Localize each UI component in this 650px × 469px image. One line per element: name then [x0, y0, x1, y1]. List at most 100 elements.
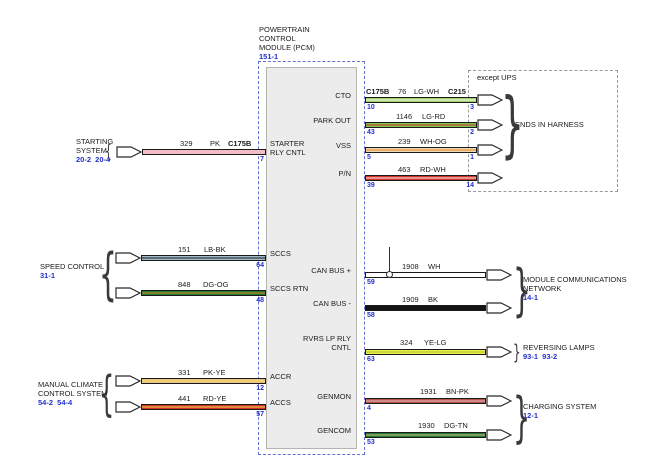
- charging-system-label: CHARGING SYSTEM 12-1: [523, 402, 596, 420]
- pcm-title-line1: POWERTRAIN: [259, 25, 310, 34]
- pcm-pin-number: 64: [256, 262, 264, 269]
- wire-code-label: BN-PK: [446, 387, 469, 396]
- system-name-line: SYSTEM: [76, 146, 107, 155]
- system-name-line: REVERSING LAMPS: [523, 343, 595, 352]
- pin-vss: VSS: [335, 141, 351, 150]
- wire-code-label: LG-RD: [422, 112, 446, 121]
- connector-icon: [115, 252, 141, 264]
- wire-1146-lg-rd: [365, 122, 477, 128]
- connector-icon: [115, 375, 141, 387]
- charging-brace: }: [513, 386, 531, 449]
- connector-icon: [477, 172, 503, 184]
- wire-code-label: RD-WH: [420, 165, 446, 174]
- wire-1931-bn-pk: [365, 398, 486, 404]
- pin-can-bus-minus: CAN BUS -: [313, 299, 351, 308]
- system-name-line: CHARGING SYSTEM: [523, 402, 597, 411]
- wire-441-rd-ye: [141, 404, 266, 410]
- network-brace: }: [513, 258, 531, 323]
- wire-number-label: 1931: [420, 387, 437, 396]
- wire-number-label: 1146: [396, 112, 413, 121]
- wire-code-label: PK-YE: [203, 368, 226, 377]
- pcm-title: POWERTRAIN CONTROL MODULE (PCM) 151-1: [259, 25, 315, 61]
- wire-number-label: 331: [178, 368, 191, 377]
- pin-cto: CTO: [335, 91, 351, 100]
- pin-pn: P/N: [338, 169, 351, 178]
- pcm-title-line2: CONTROL: [259, 34, 296, 43]
- climate-control-label: MANUAL CLIMATE CONTROL SYSTEM 54-2 54-4: [38, 380, 107, 407]
- system-name-line: NETWORK: [523, 284, 562, 293]
- wire-number-label: 76: [398, 87, 407, 96]
- system-name-line: MANUAL CLIMATE: [38, 380, 104, 389]
- module-communications-network-label: MODULE COMMUNICATIONS NETWORK 14-1: [523, 275, 627, 302]
- connector-icon: [477, 119, 503, 131]
- can-bus-junction-icon: [386, 271, 393, 278]
- pcm-title-line3: MODULE (PCM): [259, 43, 315, 52]
- pcm-pin-number: 43: [367, 129, 375, 136]
- pcm-pin-number: 4: [367, 405, 371, 412]
- pin-accs: ACCS: [270, 398, 291, 407]
- connector-icon: [486, 269, 512, 281]
- starting-brace: {: [105, 141, 112, 162]
- far-pin-number: 2: [470, 129, 474, 136]
- pcm-pin-number: 48: [256, 297, 264, 304]
- wire-number-label: 1930: [418, 421, 435, 430]
- wire-number-label: 151: [178, 245, 191, 254]
- pcm-pin-number: 53: [367, 439, 375, 446]
- far-pin-number: 14: [466, 182, 474, 189]
- wire-331-pk-ye: [141, 378, 266, 384]
- pin-rvrs-lp-rly-cntl: RVRS LP RLY CNTL: [277, 334, 351, 352]
- wire-code-label: BK: [428, 295, 439, 304]
- wire-code-label: LB-BK: [204, 245, 226, 254]
- connector-icon: [477, 144, 503, 156]
- system-name-line: CONTROL SYSTEM: [38, 389, 108, 398]
- harness-brace: }: [501, 82, 524, 166]
- connector-icon: [486, 429, 512, 441]
- pcm-pin-number: 59: [367, 279, 375, 286]
- pcm-pin-number: 5: [367, 154, 371, 161]
- pin-label-line: RVRS LP RLY: [303, 334, 351, 343]
- connector-icon: [115, 287, 141, 299]
- pin-label-line: CNTL: [331, 343, 351, 352]
- wire-number-label: 1908: [402, 262, 419, 271]
- pcm-pin-number: 39: [367, 182, 375, 189]
- starting-system-label: STARTING SYSTEM 20-2 20-4: [76, 137, 113, 164]
- pin-sccs: SCCS: [270, 249, 291, 258]
- wire-1930-dg-tn: [365, 432, 486, 438]
- wire-number-label: 239: [398, 137, 411, 146]
- system-name-line: STARTING: [76, 137, 114, 146]
- pcm-pin-number: 57: [256, 411, 264, 418]
- pin-sccs-rtn: SCCS RTN: [270, 284, 309, 293]
- wire-1909-bk: [365, 305, 486, 311]
- harness-box: [468, 70, 618, 192]
- pin-gencom: GENCOM: [317, 426, 351, 435]
- system-name-line: SPEED CONTROL: [40, 262, 105, 271]
- wire-code-label: WH-OG: [420, 137, 447, 146]
- far-pin-number: 3: [470, 104, 474, 111]
- can-bus-stub-line: [389, 247, 390, 273]
- connector-icon: [477, 94, 503, 106]
- pcm-pin-number: 58: [367, 312, 375, 319]
- connector-ref-label: C215: [448, 87, 466, 96]
- wire-848-dg-og: [141, 290, 266, 296]
- climate-brace: {: [99, 366, 115, 422]
- connector-icon: [115, 401, 141, 413]
- wire-number-label: 441: [178, 394, 191, 403]
- wire-code-label: WH: [428, 262, 441, 271]
- wire-number-label: 324: [400, 338, 413, 347]
- harness-note: except UPS: [477, 73, 517, 82]
- wire-code-label: DG-OG: [203, 280, 229, 289]
- wire-463-rd-wh: [365, 175, 477, 181]
- wire-151-lb-bk: [141, 255, 266, 261]
- wire-code-label: LG-WH: [414, 87, 439, 96]
- connector-icon: [486, 395, 512, 407]
- system-refs: 14-1: [523, 293, 539, 302]
- pin-label-line: RLY CNTL: [270, 148, 306, 157]
- wire-239-wh-og: [365, 147, 477, 153]
- pcm-pin-number: 10: [367, 104, 375, 111]
- connector-ref-label: C175B: [366, 87, 390, 96]
- system-refs: 20-2 20-4: [76, 155, 111, 164]
- connector-icon: [486, 302, 512, 314]
- pcm-pin-number: 12: [256, 385, 264, 392]
- pin-genmon: GENMON: [317, 392, 351, 401]
- reversing-brace: }: [513, 340, 521, 364]
